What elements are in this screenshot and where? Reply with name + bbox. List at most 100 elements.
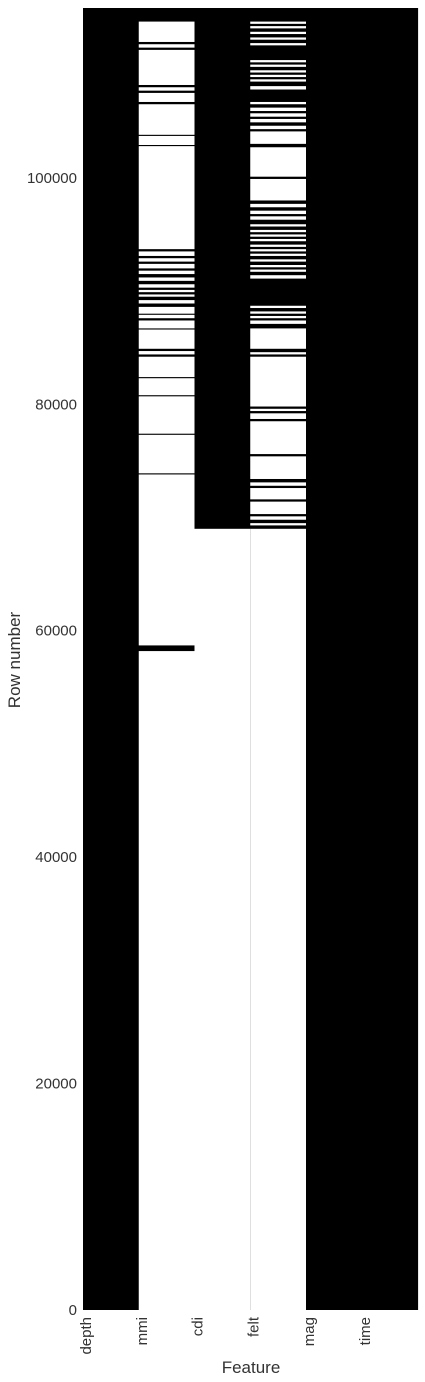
missing-segment-felt-6 [250,456,307,479]
missing-segment-felt-23 [250,244,307,247]
missing-segment-mmi-13 [138,289,196,293]
y-axis-label: Row number [5,611,24,708]
missing-segment-felt-1 [250,523,307,526]
missing-segment-mmi-11 [138,300,196,304]
missing-segment-felt-41 [250,74,307,78]
x-tick-label-felt: felt [245,1316,262,1337]
missing-segment-felt-11 [250,352,307,355]
missing-segment-felt-14 [250,315,307,319]
missing-segment-felt-36 [250,113,307,117]
missing-segment-felt-30 [250,203,307,208]
missing-segment-mmi-21 [138,135,196,145]
missing-segment-mmi-7 [138,329,196,349]
missing-segment-mmi-19 [138,251,196,256]
missing-segment-felt-43 [250,64,307,67]
missing-segment-felt-29 [250,210,307,215]
missing-segment-felt-2 [250,516,307,520]
missing-segment-mmi-10 [138,306,196,314]
missing-segment-felt-42 [250,70,307,73]
missing-segment-felt-35 [250,118,307,123]
missing-segment-mmi-8 [138,320,196,329]
missing-segment-mmi-15 [138,277,196,281]
missing-segment-mmi-9 [138,314,196,319]
missing-segment-felt-4 [250,488,307,500]
missing-segment-felt-27 [250,224,307,227]
missing-segment-mmi-20 [138,146,196,250]
missing-segment-mmi-4 [138,378,196,396]
missing-segment-mmi-2 [138,434,196,474]
missing-segment-felt-21 [250,253,307,256]
missing-segment-felt-7 [250,421,307,455]
missing-segment-mmi-5 [138,356,196,378]
missing-segment-felt-20 [250,259,307,262]
missing-segment-felt-18 [250,269,307,272]
x-axis-ticks: depth mmi cdi felt mag time [78,1316,374,1354]
missing-segment-felt-40 [250,79,307,82]
matrix-column-mmi [138,8,196,1310]
y-tick-label-20000: 20000 [35,1076,77,1093]
present-values-mag [306,8,363,1310]
missing-segment-felt-5 [250,482,307,486]
x-tick-label-depth: depth [78,1317,95,1355]
missing-segment-felt-0 [250,528,307,1310]
missing-segment-felt-32 [250,147,307,177]
matrix-column-time [361,8,419,1310]
missing-segment-mmi-1 [138,474,196,646]
x-axis-label: Feature [222,1358,281,1377]
missing-segment-mmi-26 [138,44,196,48]
missing-segment-mmi-23 [138,92,196,102]
missing-segment-felt-45 [250,43,307,46]
missing-segment-mmi-6 [138,351,196,355]
missing-segment-mmi-18 [138,258,196,262]
missing-segment-mmi-24 [138,87,196,91]
missing-segment-mmi-25 [138,49,196,85]
y-tick-label-80000: 80000 [35,396,77,413]
missing-segment-mmi-16 [138,270,196,275]
missing-segment-felt-37 [250,107,307,112]
missing-segment-felt-15 [250,311,307,314]
missing-segment-felt-9 [250,408,307,412]
missing-segment-felt-17 [250,275,307,279]
matrix-column-cdi [194,8,251,1310]
y-tick-label-100000: 100000 [27,170,77,187]
matrix-column-felt [250,8,307,1310]
matrix-column-mag [306,8,363,1310]
missing-segment-felt-48 [250,26,307,29]
missing-segment-felt-33 [250,131,307,144]
y-tick-label-0: 0 [69,1302,77,1319]
matrix-column-depth [83,8,140,1310]
missing-segment-felt-46 [250,37,307,40]
missing-segment-mmi-22 [138,104,196,135]
missing-segment-felt-24 [250,238,307,242]
y-tick-label-60000: 60000 [35,623,77,640]
y-axis-ticks: 0 20000 40000 60000 80000 100000 [27,170,77,1319]
missing-segment-felt-39 [250,86,307,90]
missing-segment-mmi-0 [138,651,196,1310]
x-tick-label-mmi: mmi [134,1317,151,1345]
missing-segment-mmi-3 [138,396,196,434]
x-tick-label-time: time [357,1317,374,1345]
missing-segment-felt-49 [250,21,307,24]
missing-segment-felt-3 [250,501,307,515]
missing-segment-mmi-14 [138,284,196,288]
missing-segment-felt-12 [250,328,307,349]
missing-segment-cdi-0 [194,528,251,1310]
missing-segment-mmi-12 [138,294,196,297]
missing-segment-felt-38 [250,101,307,105]
matrix-columns [83,8,419,1310]
missing-segment-felt-13 [250,320,307,324]
missing-segment-mmi-17 [138,263,196,269]
missing-segment-felt-22 [250,249,307,252]
x-tick-label-mag: mag [301,1317,318,1346]
present-values-time [361,8,419,1310]
missing-segment-felt-34 [250,125,307,130]
missing-segment-felt-28 [250,216,307,220]
y-tick-label-40000: 40000 [35,849,77,866]
missing-segment-felt-16 [250,305,307,309]
missing-segment-felt-31 [250,178,307,201]
missing-segment-mmi-27 [138,21,196,42]
missing-segment-felt-25 [250,234,307,237]
present-values-depth [83,8,140,1310]
missing-segment-felt-8 [250,413,307,419]
